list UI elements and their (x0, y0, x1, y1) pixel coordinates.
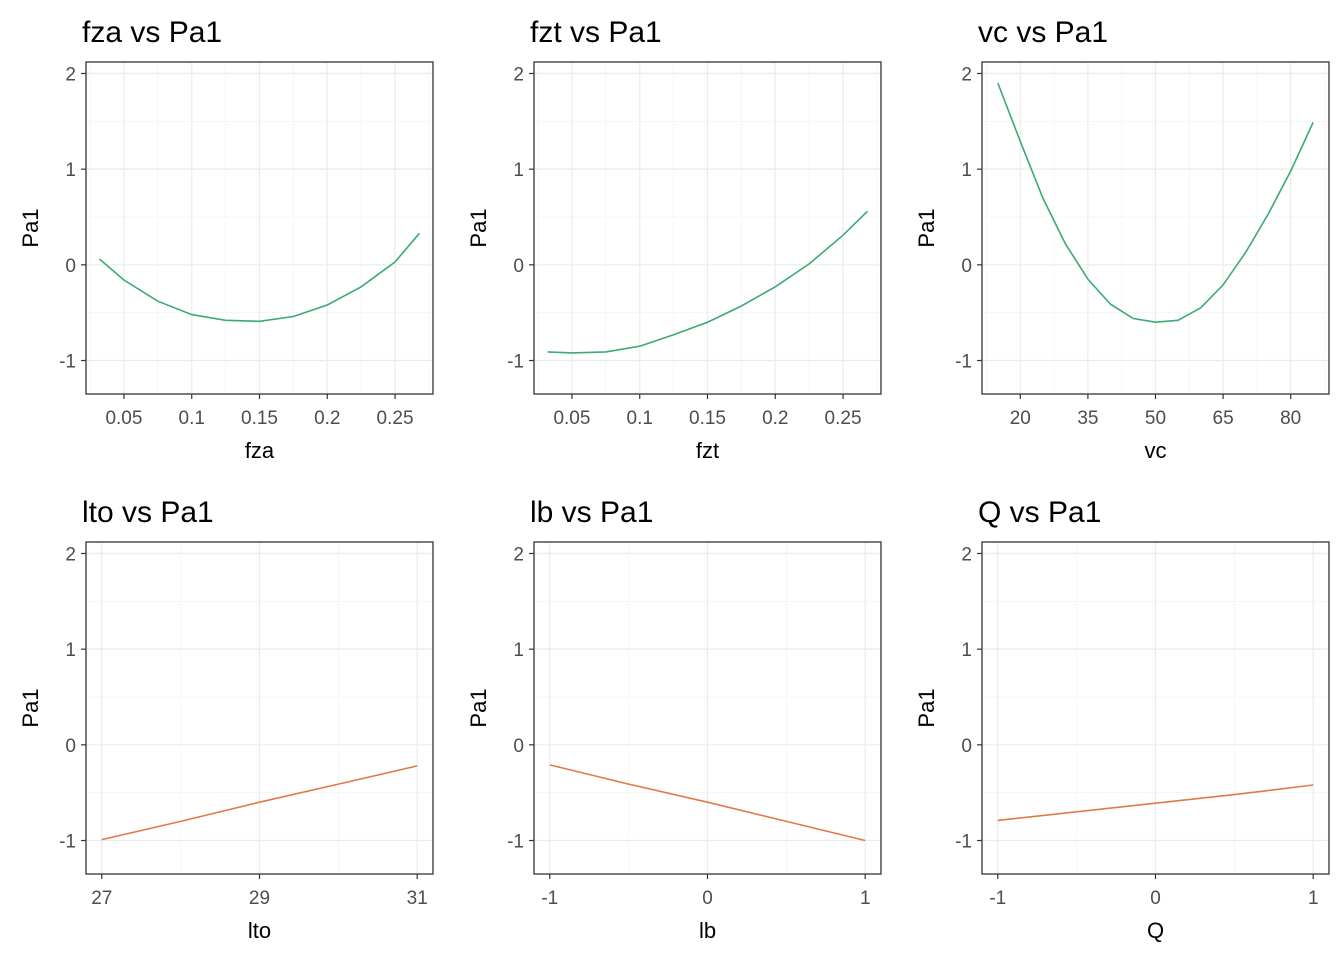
x-tick-label: 0.25 (377, 408, 414, 429)
x-tick-label: 0 (1150, 888, 1161, 909)
x-tick-label: 35 (1077, 408, 1098, 429)
y-tick-label: 2 (961, 64, 972, 85)
series-line (547, 210, 868, 354)
y-tick-label: -1 (507, 832, 524, 853)
chart-title: lb vs Pa1 (530, 496, 653, 529)
y-tick-label: 0 (513, 256, 524, 277)
chart-panel-2: 0.05 0.1 0.15 0.2 0.25 -1 0 1 2 fzt vs Pa1 fzt Pa1 (466, 16, 882, 463)
x-axis-label: lto (248, 918, 271, 943)
y-tick-label: 1 (65, 160, 76, 181)
chart-panel-3: 20 35 50 65 80 -1 0 1 2 vc vs Pa1 vc Pa1 (914, 16, 1330, 463)
x-tick-label: 0.15 (689, 408, 726, 429)
chart-panel-5: -1 0 1 -1 0 1 2 lb vs Pa1 lb Pa1 (466, 496, 882, 943)
x-tick-label: 1 (860, 888, 871, 909)
x-tick-label: 0.2 (314, 408, 340, 429)
y-tick-label: -1 (59, 352, 76, 373)
y-tick-label: 1 (513, 640, 524, 661)
y-tick-label: 2 (65, 544, 76, 565)
chart-title: fzt vs Pa1 (530, 16, 662, 49)
x-tick-label: 80 (1280, 408, 1301, 429)
y-tick-label: -1 (59, 832, 76, 853)
chart-title: Q vs Pa1 (978, 496, 1101, 529)
x-axis-label: lb (699, 918, 716, 943)
y-tick-label: -1 (955, 352, 972, 373)
chart-panel-1: 0.05 0.1 0.15 0.2 0.25 -1 0 1 2 fza vs Pa1 fza Pa1 (18, 16, 434, 463)
x-tick-label: 1 (1308, 888, 1319, 909)
y-axis-label: Pa1 (18, 208, 43, 247)
x-tick-label: 20 (1010, 408, 1031, 429)
y-tick-label: -1 (955, 832, 972, 853)
y-tick-label: 0 (961, 256, 972, 277)
y-tick-label: 0 (513, 736, 524, 757)
x-tick-label: 29 (249, 888, 270, 909)
y-tick-label: -1 (507, 352, 524, 373)
series-line (549, 764, 866, 842)
y-axis-label: Pa1 (914, 208, 939, 247)
x-axis-label: Q (1147, 918, 1164, 943)
y-axis-label: Pa1 (18, 688, 43, 727)
x-tick-label: 0.1 (627, 408, 653, 429)
y-axis-label: Pa1 (466, 688, 491, 727)
series-line (997, 784, 1314, 822)
x-tick-label: 0.15 (241, 408, 278, 429)
y-tick-label: 0 (65, 256, 76, 277)
chart-panel-6: -1 0 1 -1 0 1 2 Q vs Pa1 Q Pa1 (914, 496, 1330, 943)
x-tick-label: 0 (702, 888, 713, 909)
x-tick-label: -1 (989, 888, 1006, 909)
x-tick-label: 0.05 (553, 408, 590, 429)
x-tick-label: 0.2 (762, 408, 788, 429)
chart-title: vc vs Pa1 (978, 16, 1108, 49)
x-axis-label: fzt (696, 438, 719, 463)
chart-title: fza vs Pa1 (82, 16, 222, 49)
y-tick-label: 1 (961, 640, 972, 661)
y-tick-label: 0 (65, 736, 76, 757)
y-tick-label: 1 (513, 160, 524, 181)
y-tick-label: 2 (65, 64, 76, 85)
x-tick-label: 27 (91, 888, 112, 909)
x-axis-label: fza (245, 438, 275, 463)
x-axis-label: vc (1145, 438, 1167, 463)
chart-title: lto vs Pa1 (82, 496, 214, 529)
chart-panel-4: 27 29 31 -1 0 1 2 lto vs Pa1 lto Pa1 (18, 496, 434, 943)
y-tick-label: 0 (961, 736, 972, 757)
y-tick-label: 2 (513, 64, 524, 85)
x-tick-label: 0.05 (105, 408, 142, 429)
y-tick-label: 2 (961, 544, 972, 565)
y-tick-label: 2 (513, 544, 524, 565)
x-tick-label: 50 (1145, 408, 1166, 429)
x-tick-label: 0.25 (825, 408, 862, 429)
x-tick-label: -1 (541, 888, 558, 909)
series-line (101, 765, 418, 841)
series-line (997, 82, 1314, 324)
y-tick-label: 1 (961, 160, 972, 181)
x-tick-label: 65 (1213, 408, 1234, 429)
y-axis-label: Pa1 (914, 688, 939, 727)
x-tick-label: 0.1 (179, 408, 205, 429)
x-tick-label: 31 (407, 888, 428, 909)
y-tick-label: 1 (65, 640, 76, 661)
y-axis-label: Pa1 (466, 208, 491, 247)
series-line (99, 232, 421, 323)
